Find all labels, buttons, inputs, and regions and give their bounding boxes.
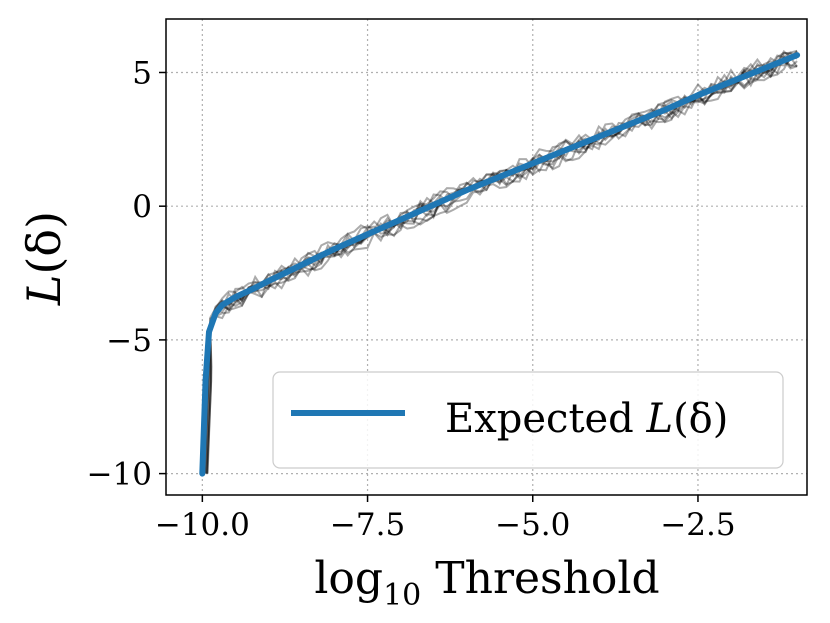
y-tick-label: −10 <box>87 457 152 493</box>
sample-line <box>206 51 798 474</box>
y-tick-label: 5 <box>132 55 152 91</box>
x-tick-label: −5.0 <box>495 507 570 543</box>
y-tick-label: 0 <box>132 189 152 225</box>
ticks: −10.0 −7.5 −5.0 −2.5 −10 −5 0 5 <box>87 55 736 543</box>
legend-label-expected: Expected L(δ) <box>445 396 728 442</box>
y-tick-label: −5 <box>106 323 152 359</box>
x-axis-title: log10 Threshold <box>314 553 659 613</box>
y-axis-title: L(δ) <box>17 211 71 306</box>
x-tick-label: −10.0 <box>155 507 250 543</box>
x-tick-label: −2.5 <box>660 507 735 543</box>
expected-line-group <box>199 52 801 477</box>
x-tick-label: −7.5 <box>330 507 405 543</box>
plot-frame <box>165 18 808 496</box>
legend-box <box>272 371 784 469</box>
expected-line <box>199 52 801 477</box>
legend: Expected L(δ) <box>272 371 784 469</box>
sample-line <box>206 49 798 474</box>
